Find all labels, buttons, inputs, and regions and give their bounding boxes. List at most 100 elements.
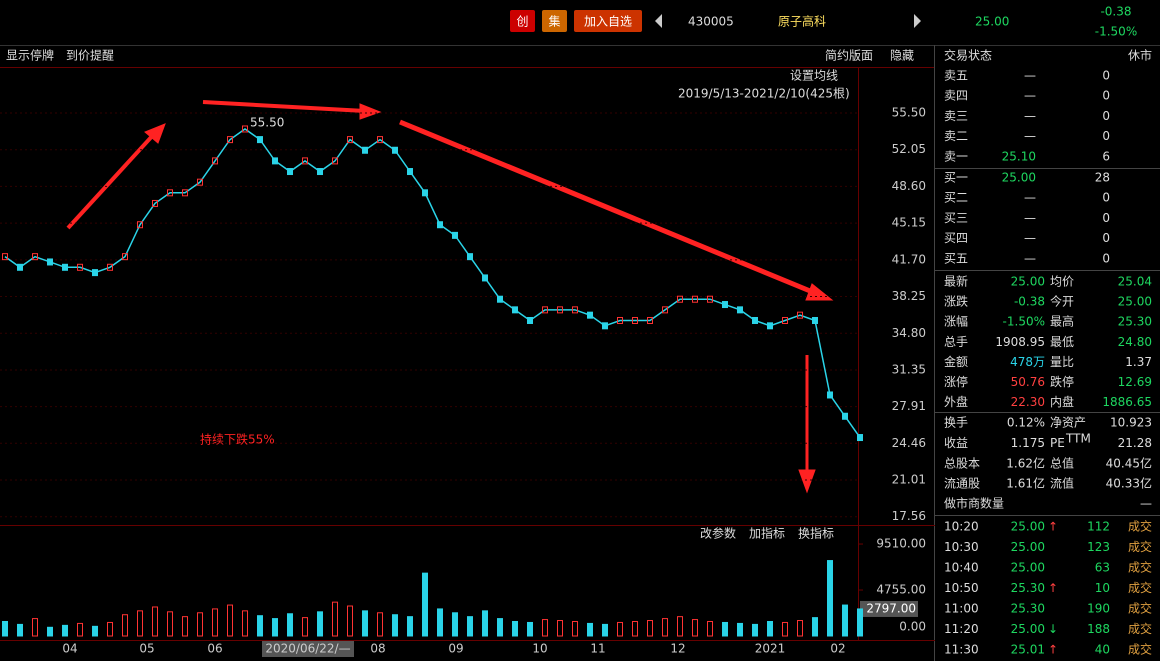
candle	[827, 391, 833, 399]
book-volume: 0	[1102, 211, 1110, 225]
button-label[interactable]: 集	[548, 14, 560, 29]
stat-value: 25.00	[1011, 275, 1045, 289]
book-price: 25.10	[1002, 149, 1036, 163]
current-volume: 2797.00	[866, 601, 916, 615]
book-volume: 0	[1102, 231, 1110, 245]
candle	[257, 136, 263, 144]
candle	[767, 322, 773, 330]
y-tick-label: 24.46	[892, 436, 926, 450]
candle	[242, 125, 248, 133]
trade-price: 25.00	[1011, 622, 1045, 636]
arrows	[66, 100, 834, 494]
stat-label: 内盘	[1050, 394, 1074, 409]
y-tick-label: 17.56	[892, 509, 926, 523]
cursor-date-box	[262, 641, 354, 657]
candle	[272, 157, 278, 165]
button[interactable]	[510, 10, 535, 32]
trade-volume: 10	[1095, 581, 1110, 595]
stat-value: 24.80	[1118, 335, 1152, 349]
candle	[392, 146, 398, 154]
volume-bar	[527, 621, 533, 637]
tool-button[interactable]: 加指标	[749, 526, 785, 541]
volume-bar	[272, 618, 278, 637]
candle	[617, 316, 623, 324]
volume-bar	[827, 560, 833, 637]
candle	[92, 269, 98, 277]
candle	[107, 263, 113, 271]
volume-bar	[602, 623, 608, 637]
stat-label: 金额	[944, 354, 968, 369]
volume-bar	[437, 608, 443, 637]
button-label[interactable]: 创	[516, 15, 528, 29]
tool-button[interactable]: 显示停牌	[6, 48, 54, 63]
trade-type: 成交	[1128, 621, 1152, 636]
candle	[287, 168, 293, 176]
volume-bar	[167, 611, 173, 637]
tool-button[interactable]: 隐藏	[890, 49, 914, 63]
book-volume: 0	[1102, 191, 1110, 205]
volume-bar	[617, 621, 623, 637]
candle	[182, 189, 188, 197]
x-tick-label: 02	[830, 642, 845, 656]
x-tick-label: 05	[139, 642, 154, 656]
stat-value: 25.30	[1118, 315, 1152, 329]
candle	[677, 295, 683, 303]
book-level: 买四	[944, 231, 968, 245]
candle	[527, 316, 533, 324]
stat-label: 最高	[1050, 314, 1074, 329]
candle	[602, 322, 608, 330]
volume-bar	[542, 619, 548, 637]
candle	[122, 253, 128, 261]
y-tick-label: 21.01	[892, 472, 926, 486]
stat-label: 涨幅	[944, 314, 968, 329]
volume-bar	[152, 606, 158, 637]
date-range: 2019/5/13-2021/2/10(425根)	[678, 87, 850, 101]
volume-bar	[137, 610, 143, 637]
button[interactable]	[574, 10, 642, 32]
volume-bar	[62, 624, 68, 637]
stat-label: 换手	[944, 416, 968, 430]
y-tick-label: 9510.00	[876, 537, 926, 551]
candle	[407, 168, 413, 176]
stat-label: 最新	[944, 274, 968, 289]
book-level: 卖一	[944, 149, 968, 163]
volume-bar	[632, 620, 638, 637]
candle	[842, 412, 848, 420]
next-button[interactable]	[914, 14, 921, 28]
book-price: —	[1024, 109, 1036, 123]
candle	[497, 295, 503, 303]
trade-price: 25.00	[1011, 561, 1045, 575]
pe-superscript: TTM	[1065, 432, 1091, 446]
book-level: 卖二	[944, 129, 968, 143]
stat-value: 1.175	[1011, 436, 1045, 450]
volume-bar	[257, 615, 263, 637]
tool-button[interactable]: 换指标	[798, 526, 834, 541]
button-label[interactable]: 加入自选	[584, 15, 632, 29]
volume-bar	[512, 620, 518, 637]
volume-bar	[572, 620, 578, 637]
candle	[302, 157, 308, 165]
y-tick-label: 38.25	[892, 289, 926, 303]
y-tick-label: 0.00	[899, 620, 926, 634]
candle	[197, 178, 203, 186]
volume-bar	[122, 614, 128, 637]
tool-button[interactable]: 到价提醒	[66, 48, 114, 63]
trade-volume: 112	[1087, 520, 1110, 534]
volume-bar	[32, 618, 38, 637]
volume-bar	[212, 608, 218, 637]
stat-label: 跌停	[1050, 374, 1074, 389]
x-tick-label: 04	[62, 642, 77, 656]
stat-label: 总手	[944, 335, 968, 349]
tool-button[interactable]: 改参数	[700, 526, 736, 541]
button[interactable]	[542, 10, 567, 32]
book-volume: 0	[1102, 129, 1110, 143]
volume-bar	[842, 604, 848, 637]
ma-setting[interactable]: 设置均线	[790, 69, 838, 83]
prev-button[interactable]	[655, 14, 662, 28]
trade-time: 11:20	[944, 622, 979, 636]
last-price: 25.00	[975, 15, 1009, 29]
trade-direction: ↑	[1048, 581, 1058, 595]
tool-button[interactable]: 简约版面	[825, 48, 873, 63]
stat-value: 40.33亿	[1106, 476, 1152, 491]
